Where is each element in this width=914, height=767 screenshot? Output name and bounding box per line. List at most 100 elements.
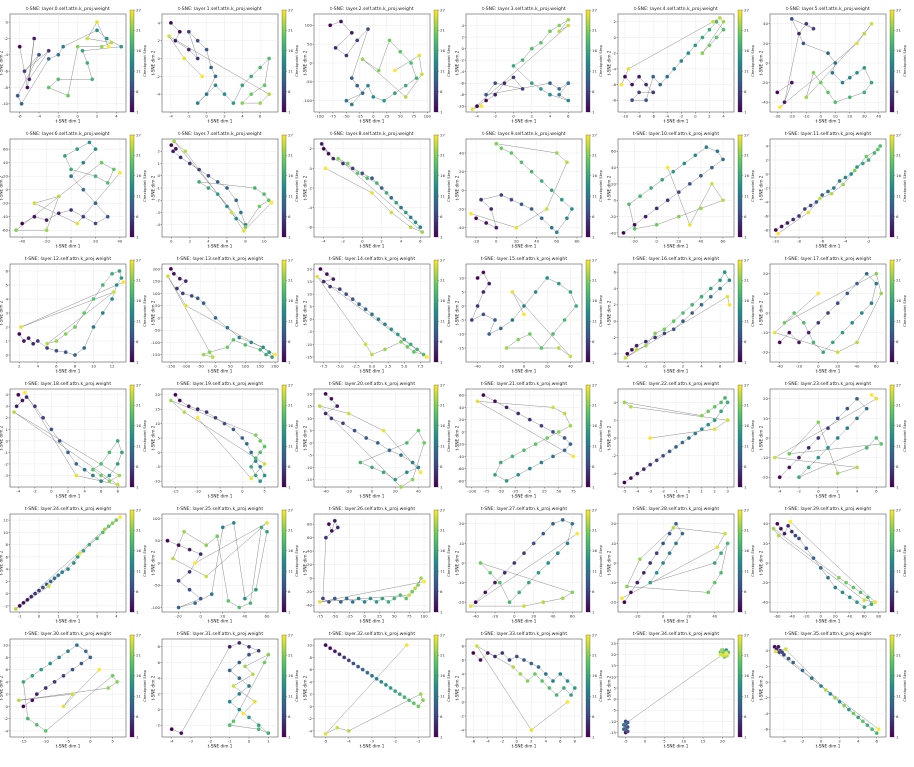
y-tick-label: -6 [612, 82, 616, 87]
data-point [368, 596, 373, 601]
x-tick-label: 2 [836, 489, 839, 494]
data-point [117, 170, 122, 175]
subplot-title: t-SNE: layer.25.self.attn.k_proj.weight [177, 506, 264, 512]
y-axis-label: t-SNE dim 2 [151, 675, 156, 700]
data-point [566, 17, 571, 22]
data-point [788, 519, 793, 524]
data-point [24, 395, 29, 400]
x-tick-label: 0 [363, 614, 366, 619]
data-point [403, 83, 408, 88]
y-tick-label: -4 [156, 92, 160, 97]
y-tick-label: 0 [310, 317, 313, 322]
x-tick-label: -20 [634, 614, 641, 619]
colorbar-label: Checkpoint Step [446, 169, 451, 202]
data-point [820, 193, 825, 197]
subplot-title: t-SNE: layer.1.self.attn.k_proj.weight [178, 6, 262, 12]
data-point [358, 460, 363, 465]
data-point [32, 404, 37, 409]
colorbar-tick-label: 16 [592, 423, 597, 428]
colorbar-tick-label: 11 [744, 694, 749, 699]
data-point [269, 200, 274, 205]
colorbar-tick-label: 6 [136, 339, 139, 344]
y-tick-label: 4 [766, 648, 769, 653]
data-point [117, 473, 122, 478]
x-tick-label: -2 [500, 739, 504, 744]
data-point [787, 451, 792, 456]
data-point [30, 698, 35, 703]
colorbar-tick-label: 27 [896, 632, 901, 637]
colorbar [433, 384, 439, 488]
y-tick-label: -4 [308, 205, 312, 210]
colorbar-tick-label: 1 [136, 234, 139, 239]
data-point [422, 579, 427, 584]
colorbar-tick-label: 21 [288, 28, 293, 33]
data-point [168, 398, 173, 403]
data-point [625, 725, 630, 729]
data-point [862, 598, 867, 603]
data-point [413, 220, 418, 225]
x-axis-label: t-SNE dim 1 [512, 744, 537, 749]
data-point [345, 161, 350, 166]
subplot-22: t-SNE: layer.22.self.attn.k_proj.weight-… [607, 381, 756, 499]
y-axis-label: t-SNE dim 2 [759, 300, 764, 325]
data-point [410, 589, 415, 594]
y-tick-label: 50 [155, 538, 160, 543]
data-point [227, 644, 232, 649]
colorbar-tick-label: 6 [896, 214, 899, 219]
data-point [473, 600, 478, 605]
y-tick-label: 0 [614, 198, 617, 203]
y-tick-label: 2 [6, 415, 9, 420]
data-point [719, 400, 724, 405]
y-tick-label: 8 [6, 542, 9, 547]
data-point [326, 599, 331, 604]
data-point [826, 311, 830, 315]
x-tick-label: 20 [847, 114, 852, 119]
x-tick-label: -6 [471, 739, 475, 744]
data-point [237, 691, 242, 696]
subplot-title: t-SNE: layer.27.self.attn.k_proj.weight [481, 506, 568, 512]
data-point [52, 576, 57, 581]
data-point [623, 74, 627, 79]
data-point [558, 672, 563, 676]
x-tick-label: 5 [263, 489, 266, 494]
data-point [497, 580, 502, 585]
x-axis-label: t-SNE dim 1 [512, 619, 537, 624]
colorbar-tick-label: 27 [896, 507, 901, 512]
colorbar-tick-label: 1 [744, 109, 747, 114]
data-point [337, 652, 342, 657]
data-point [215, 534, 220, 539]
data-point [710, 19, 715, 24]
colorbar-tick-label: 27 [744, 132, 749, 137]
data-point [635, 580, 640, 585]
data-point [323, 535, 328, 540]
colorbar-tick-label: 16 [896, 173, 901, 178]
subplot-18: t-SNE: layer.18.self.attn.k_proj.weight-… [0, 381, 147, 499]
x-tick-label: 6 [100, 489, 103, 494]
y-tick-label: 0 [6, 20, 9, 25]
data-point [721, 157, 725, 162]
data-point [498, 326, 503, 331]
data-point [252, 699, 257, 704]
colorbar-tick-label: 11 [136, 194, 141, 199]
data-point [551, 679, 555, 683]
data-point [16, 698, 21, 703]
data-point [324, 272, 329, 277]
x-tick-label: -2 [393, 739, 397, 744]
colorbar-label: Checkpoint Step [902, 44, 907, 77]
data-point [337, 287, 342, 292]
y-tick-label: 6 [6, 554, 9, 559]
data-point [643, 214, 648, 219]
data-point [329, 528, 334, 533]
x-tick-label: 60 [264, 614, 269, 619]
y-tick-label: 2 [6, 692, 9, 697]
y-tick-label: 0 [614, 697, 617, 702]
x-tick-label: 100 [420, 614, 428, 619]
data-point [321, 146, 326, 151]
data-point [722, 270, 727, 275]
x-tick-label: 2 [682, 364, 685, 369]
x-tick-label: -4 [475, 114, 479, 119]
data-point [484, 98, 489, 103]
data-point [422, 440, 427, 445]
colorbar-tick-label: 6 [136, 89, 139, 94]
